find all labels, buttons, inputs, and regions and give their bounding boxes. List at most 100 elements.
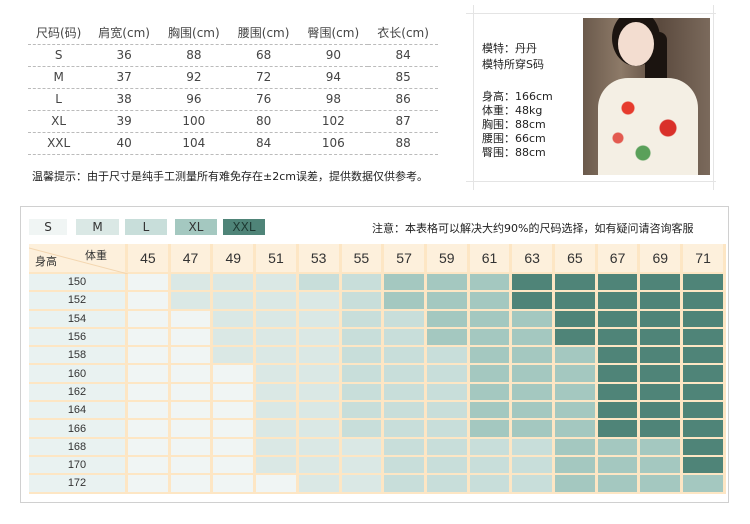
grid-row: 172 — [29, 475, 726, 494]
size-cell-xxl — [597, 310, 641, 329]
size-cell-xl — [597, 475, 641, 494]
model-size-worn: 模特所穿S码 — [482, 58, 544, 71]
grid-row: 152 — [29, 292, 726, 311]
size-cell-m — [298, 420, 342, 439]
size-cell-s — [213, 365, 257, 384]
table-cell: S — [28, 44, 90, 67]
size-cell-l — [384, 420, 427, 439]
size-cell-s — [213, 438, 257, 457]
size-cell-s — [128, 420, 171, 439]
height-axis-label: 身高 — [35, 256, 57, 268]
size-cell-l — [512, 475, 556, 494]
size-cell-l — [341, 383, 385, 403]
table-row: XL 39 100 80 102 87 — [28, 110, 438, 133]
size-cell-l — [426, 456, 470, 476]
size-cell-l — [384, 438, 427, 457]
size-cell-s — [128, 383, 171, 403]
weight-axis-label: 体重 — [85, 250, 107, 262]
size-cell-xl — [555, 456, 598, 476]
table-cell: 40 — [89, 132, 159, 155]
size-cell-xl — [426, 292, 470, 311]
size-cell-l — [426, 383, 470, 403]
table-cell: 98 — [298, 88, 369, 111]
weight-header: 71 — [683, 244, 726, 274]
weight-header: 51 — [256, 244, 299, 274]
legend-l: L — [125, 219, 167, 235]
size-cell-m — [256, 438, 299, 457]
size-cell-xxl — [555, 292, 598, 311]
column-header: 尺码(码) — [28, 22, 90, 45]
weight-header: 55 — [341, 244, 385, 274]
legend-xl: XL — [175, 219, 217, 235]
size-cell-xl — [640, 475, 684, 494]
size-cell-s — [170, 475, 214, 494]
size-cell-xxl — [683, 292, 726, 311]
grid-row: 156 — [29, 328, 726, 348]
size-cell-xl — [469, 402, 513, 421]
size-cell-xl — [512, 310, 556, 329]
size-cell-xl — [384, 274, 427, 293]
table-cell: XL — [28, 110, 90, 133]
size-cell-xl — [469, 383, 513, 403]
grid-row: 166 — [29, 420, 726, 439]
size-cell-s — [213, 420, 257, 439]
table-cell: 96 — [159, 88, 229, 111]
size-cell-xl — [683, 475, 726, 494]
size-cell-m — [341, 475, 385, 494]
size-cell-xxl — [640, 274, 684, 293]
size-cell-s — [170, 456, 214, 476]
column-header: 衣长(cm) — [368, 22, 438, 45]
size-cell-xl — [469, 365, 513, 384]
table-row: M 37 92 72 94 85 — [28, 66, 438, 89]
size-cell-s — [170, 328, 214, 348]
height-label: 164 — [29, 402, 128, 421]
size-cell-xxl — [555, 328, 598, 348]
size-cell-m — [213, 292, 257, 311]
column-header: 臀围(cm) — [298, 22, 369, 45]
table-cell: 84 — [228, 132, 299, 155]
size-cell-m — [256, 347, 299, 366]
size-cell-m — [213, 310, 257, 329]
table-cell: 102 — [298, 110, 369, 133]
size-cell-xxl — [683, 347, 726, 366]
size-cell-xl — [426, 274, 470, 293]
frame-line — [473, 5, 474, 190]
size-chart-panel — [20, 206, 729, 503]
size-cell-m — [256, 402, 299, 421]
grid-row: 168 — [29, 438, 726, 457]
column-header: 肩宽(cm) — [89, 22, 159, 45]
size-cell-xl — [555, 365, 598, 384]
table-cell: 68 — [228, 44, 299, 67]
table-cell: 88 — [368, 132, 438, 155]
size-cell-s — [128, 347, 171, 366]
grid-row: 150 — [29, 274, 726, 293]
size-cell-s — [128, 292, 171, 311]
weight-header: 47 — [170, 244, 214, 274]
height-label: 168 — [29, 438, 128, 457]
size-cell-xl — [469, 420, 513, 439]
height-weight-size-grid: 体重 身高 45 47 49 51 53 55 57 59 61 63 65 67 69 71 150 15… — [29, 244, 726, 494]
size-cell-l — [341, 274, 385, 293]
weight-header: 59 — [426, 244, 470, 274]
size-cell-s — [213, 475, 257, 494]
table-cell: 86 — [368, 88, 438, 111]
size-cell-l — [384, 310, 427, 329]
weight-header: 63 — [512, 244, 556, 274]
size-cell-m — [298, 438, 342, 457]
height-label: 156 — [29, 328, 128, 348]
table-cell: 104 — [159, 132, 229, 155]
size-cell-xl — [426, 310, 470, 329]
size-cell-xxl — [597, 365, 641, 384]
weight-header: 65 — [555, 244, 598, 274]
legend-xxl: XXL — [223, 219, 265, 235]
size-cell-xl — [640, 438, 684, 457]
size-cell-xxl — [597, 347, 641, 366]
size-cell-s — [128, 475, 171, 494]
table-cell: 39 — [89, 110, 159, 133]
diagonal-divider — [29, 247, 128, 274]
size-cell-l — [512, 438, 556, 457]
size-cell-l — [426, 420, 470, 439]
height-label: 170 — [29, 456, 128, 476]
height-label: 172 — [29, 475, 128, 494]
size-cell-s — [170, 310, 214, 329]
